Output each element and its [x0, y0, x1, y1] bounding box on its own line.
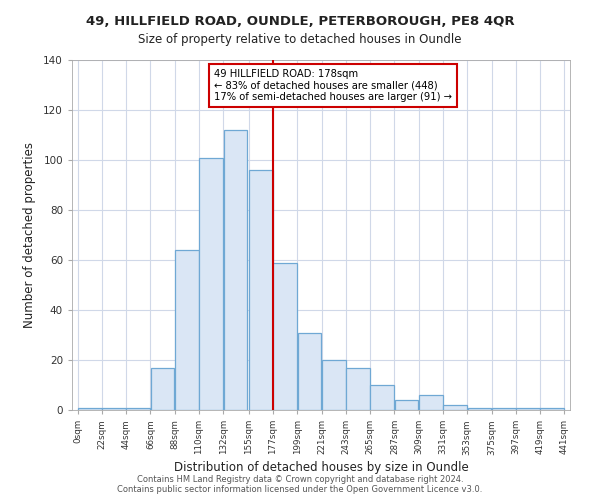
Text: 49, HILLFIELD ROAD, OUNDLE, PETERBOROUGH, PE8 4QR: 49, HILLFIELD ROAD, OUNDLE, PETERBOROUGH…: [86, 15, 514, 28]
Bar: [516, 408, 540, 410]
Bar: [78, 408, 101, 410]
Bar: [175, 250, 199, 410]
Bar: [322, 360, 346, 410]
Bar: [224, 130, 247, 410]
Bar: [249, 170, 272, 410]
Bar: [395, 400, 418, 410]
Bar: [199, 158, 223, 410]
Bar: [273, 262, 297, 410]
Bar: [419, 395, 443, 410]
Text: Contains HM Land Registry data © Crown copyright and database right 2024.: Contains HM Land Registry data © Crown c…: [137, 475, 463, 484]
Bar: [102, 408, 126, 410]
Text: Contains public sector information licensed under the Open Government Licence v3: Contains public sector information licen…: [118, 485, 482, 494]
Bar: [298, 332, 321, 410]
X-axis label: Distribution of detached houses by size in Oundle: Distribution of detached houses by size …: [173, 462, 469, 474]
Bar: [541, 408, 564, 410]
Text: 49 HILLFIELD ROAD: 178sqm
← 83% of detached houses are smaller (448)
17% of semi: 49 HILLFIELD ROAD: 178sqm ← 83% of detac…: [214, 69, 452, 102]
Bar: [492, 408, 515, 410]
Bar: [151, 368, 175, 410]
Text: Size of property relative to detached houses in Oundle: Size of property relative to detached ho…: [138, 32, 462, 46]
Y-axis label: Number of detached properties: Number of detached properties: [23, 142, 36, 328]
Bar: [346, 368, 370, 410]
Bar: [443, 405, 467, 410]
Bar: [370, 385, 394, 410]
Bar: [127, 408, 150, 410]
Bar: [467, 408, 491, 410]
